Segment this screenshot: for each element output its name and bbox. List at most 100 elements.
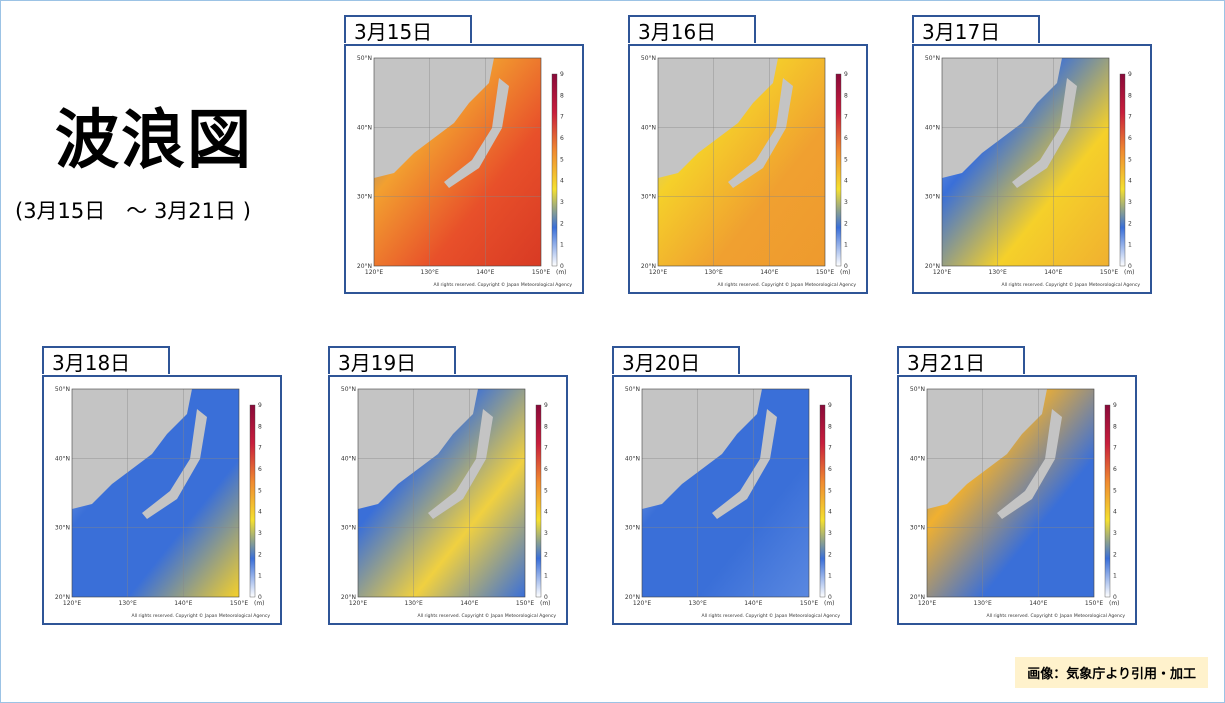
copyright: All rights reserved. Copyright © Japan M… bbox=[434, 281, 573, 288]
copyright: All rights reserved. Copyright © Japan M… bbox=[702, 612, 841, 619]
japan bbox=[712, 409, 777, 519]
colorbar bbox=[835, 73, 842, 267]
colorbar-tick: 1 bbox=[544, 573, 548, 580]
lon-label: 140°E bbox=[760, 269, 778, 276]
lat-label: 20°N bbox=[55, 594, 70, 601]
colorbar-tick: 5 bbox=[544, 487, 548, 494]
lat-label: 50°N bbox=[341, 386, 356, 393]
japan bbox=[1012, 78, 1077, 188]
colorbar-tick: 3 bbox=[258, 530, 262, 537]
colorbar-tick: 4 bbox=[1128, 178, 1132, 185]
lat-label: 40°N bbox=[55, 455, 70, 462]
colorbar-tick: 0 bbox=[1128, 263, 1132, 270]
lon-label: 150°E bbox=[1085, 600, 1103, 607]
colorbar-tick: 4 bbox=[560, 178, 564, 185]
colorbar-tick: 0 bbox=[844, 263, 848, 270]
lon-label: 150°E bbox=[816, 269, 834, 276]
wave-map: 50°N 40°N 30°N 20°N 120°E 130°E 140°E 150°E 0 1 2 3… bbox=[612, 375, 852, 625]
colorbar-tick: 7 bbox=[560, 114, 564, 121]
wave-map: 50°N 40°N 30°N 20°N 120°E 130°E 140°E 150°E 0 1 2 3… bbox=[344, 44, 584, 294]
lon-label: 120°E bbox=[63, 600, 81, 607]
copyright: All rights reserved. Copyright © Japan M… bbox=[987, 612, 1126, 619]
lon-label: 150°E bbox=[1100, 269, 1118, 276]
colorbar-tick: 7 bbox=[1128, 114, 1132, 121]
copyright: All rights reserved. Copyright © Japan M… bbox=[1002, 281, 1141, 288]
copyright: All rights reserved. Copyright © Japan M… bbox=[718, 281, 857, 288]
lon-label: 120°E bbox=[918, 600, 936, 607]
date-tab: 3月17日 bbox=[912, 15, 1040, 44]
date-tab: 3月21日 bbox=[897, 346, 1025, 375]
colorbar-tick: 5 bbox=[560, 156, 564, 163]
date-tab: 3月16日 bbox=[628, 15, 756, 44]
lat-label: 30°N bbox=[641, 194, 656, 201]
colorbar-tick: 2 bbox=[1113, 551, 1117, 558]
colorbar-tick: 3 bbox=[1113, 530, 1117, 537]
colorbar-tick: 2 bbox=[258, 551, 262, 558]
colorbar-tick: 2 bbox=[560, 220, 564, 227]
colorbar-tick: 2 bbox=[844, 220, 848, 227]
colorbar-tick: 0 bbox=[544, 594, 548, 601]
lon-label: 140°E bbox=[460, 600, 478, 607]
colorbar-tick: 6 bbox=[258, 466, 262, 473]
lat-label: 30°N bbox=[925, 194, 940, 201]
colorbar bbox=[819, 404, 826, 598]
lat-label: 40°N bbox=[641, 124, 656, 131]
colorbar-unit: (m) bbox=[540, 600, 551, 607]
colorbar-tick: 0 bbox=[560, 263, 564, 270]
colorbar-tick: 9 bbox=[560, 71, 564, 78]
colorbar-tick: 0 bbox=[1113, 594, 1117, 601]
colorbar-tick: 4 bbox=[844, 178, 848, 185]
wave-map: 50°N 40°N 30°N 20°N 120°E 130°E 140°E 150°E 0 1 2 3… bbox=[328, 375, 568, 625]
lat-label: 30°N bbox=[55, 525, 70, 532]
image-credit: 画像：気象庁より引用・加工 bbox=[1015, 657, 1208, 688]
colorbar-tick: 8 bbox=[258, 423, 262, 430]
lon-label: 130°E bbox=[989, 269, 1007, 276]
colorbar-tick: 7 bbox=[1113, 445, 1117, 452]
land bbox=[374, 58, 494, 178]
colorbar-tick: 3 bbox=[560, 199, 564, 206]
map-frame bbox=[357, 388, 526, 598]
colorbar-tick: 1 bbox=[1128, 242, 1132, 249]
colorbar-tick: 9 bbox=[258, 402, 262, 409]
colorbar-tick: 9 bbox=[544, 402, 548, 409]
lat-label: 40°N bbox=[357, 124, 372, 131]
colorbar-unit: (m) bbox=[1109, 600, 1120, 607]
lat-label: 20°N bbox=[357, 263, 372, 270]
lon-label: 140°E bbox=[1029, 600, 1047, 607]
colorbar-tick: 9 bbox=[844, 71, 848, 78]
lat-label: 20°N bbox=[910, 594, 925, 601]
lat-label: 50°N bbox=[357, 55, 372, 62]
colorbar-tick: 1 bbox=[828, 573, 832, 580]
lon-label: 130°E bbox=[689, 600, 707, 607]
colorbar-tick: 4 bbox=[258, 509, 262, 516]
date-tab: 3月19日 bbox=[328, 346, 456, 375]
colorbar-tick: 8 bbox=[560, 92, 564, 99]
map-frame bbox=[641, 388, 810, 598]
lon-label: 150°E bbox=[230, 600, 248, 607]
slide-title: 波浪図 bbox=[55, 104, 253, 178]
wave-map: 50°N 40°N 30°N 20°N 120°E 130°E 140°E 150°E 0 1 2 3… bbox=[912, 44, 1152, 294]
colorbar-tick: 6 bbox=[1113, 466, 1117, 473]
colorbar-tick: 7 bbox=[544, 445, 548, 452]
lat-label: 50°N bbox=[625, 386, 640, 393]
lat-label: 50°N bbox=[925, 55, 940, 62]
colorbar-tick: 5 bbox=[828, 487, 832, 494]
lat-label: 40°N bbox=[625, 455, 640, 462]
colorbar-tick: 1 bbox=[258, 573, 262, 580]
colorbar-tick: 5 bbox=[1113, 487, 1117, 494]
lon-label: 130°E bbox=[119, 600, 137, 607]
lat-label: 30°N bbox=[357, 194, 372, 201]
colorbar-tick: 6 bbox=[560, 135, 564, 142]
colorbar-tick: 0 bbox=[828, 594, 832, 601]
colorbar-tick: 4 bbox=[544, 509, 548, 516]
colorbar-tick: 3 bbox=[1128, 199, 1132, 206]
lon-label: 150°E bbox=[532, 269, 550, 276]
copyright: All rights reserved. Copyright © Japan M… bbox=[418, 612, 557, 619]
colorbar-unit: (m) bbox=[824, 600, 835, 607]
date-tab: 3月15日 bbox=[344, 15, 472, 44]
